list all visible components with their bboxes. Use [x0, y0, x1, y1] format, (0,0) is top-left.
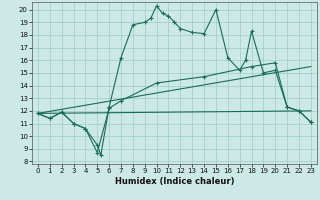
X-axis label: Humidex (Indice chaleur): Humidex (Indice chaleur) — [115, 177, 234, 186]
